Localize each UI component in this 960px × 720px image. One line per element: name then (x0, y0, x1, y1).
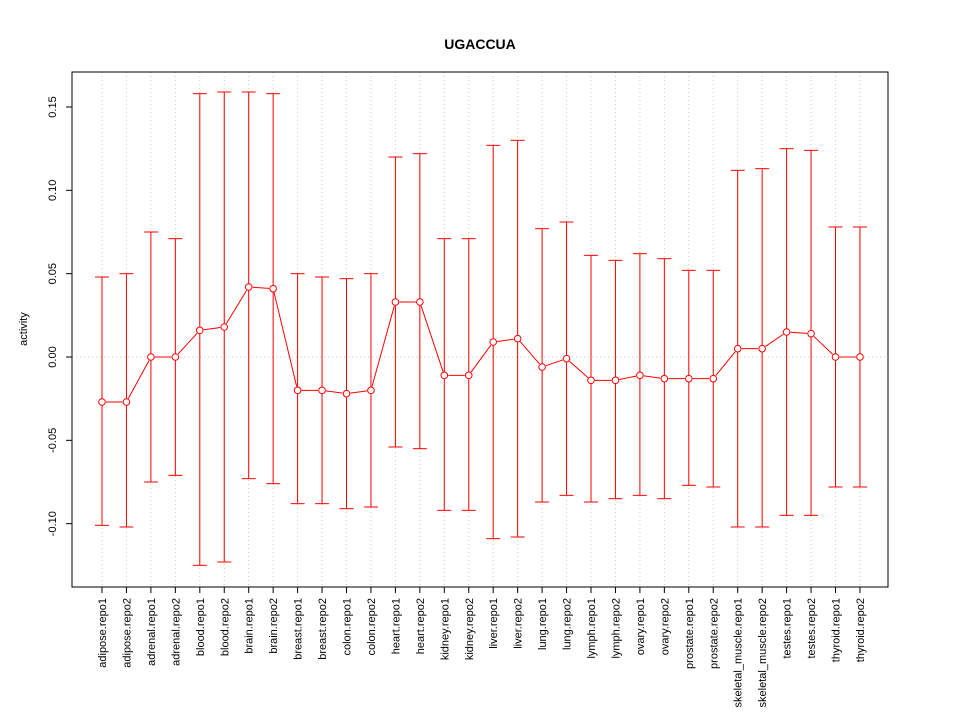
data-point (587, 376, 595, 385)
x-tick-label: thyroid.repo2 (855, 598, 867, 662)
data-point (440, 371, 449, 380)
x-tick-label: skeletal_muscle.repo1 (733, 598, 745, 707)
y-axis-label: activity (18, 312, 30, 346)
x-tick-label: brain.repo1 (244, 598, 256, 654)
series-segment (420, 305, 444, 372)
x-tick-label: lung.repo1 (537, 598, 549, 650)
x-tick-label: skeletal_muscle.repo2 (757, 598, 769, 707)
data-point (856, 353, 864, 361)
x-tick-label: adrenal.repo1 (146, 598, 158, 666)
data-point (807, 329, 815, 338)
data-point (464, 371, 473, 380)
series-segment (519, 341, 540, 365)
series-segment (371, 305, 395, 387)
y-axis: -0.10 -0.05 0.00 0.05 0.10 0.15 (47, 96, 72, 536)
series-segment (643, 375, 661, 379)
x-tick-label: testes.repo2 (806, 598, 818, 659)
data-point (269, 284, 277, 293)
data-point (416, 298, 424, 306)
data-point (709, 374, 718, 383)
series-segment (813, 336, 833, 355)
data-point (733, 344, 742, 353)
data-point (685, 374, 693, 383)
x-tick-label: heart.repo1 (390, 598, 402, 654)
x-tick-label: lymph.repo1 (586, 598, 598, 659)
x-axis: adipose.repo1 adipose.repo2 adrenal.repo1 a… (97, 587, 867, 707)
data-point (293, 386, 302, 395)
data-point (367, 386, 375, 395)
series-segment (569, 360, 589, 379)
data-point (391, 298, 400, 306)
x-tick-label: kidney.repo2 (464, 598, 476, 660)
x-tick-label: ovary.repo2 (659, 598, 671, 655)
data-point (782, 328, 791, 336)
x-tick-label: breast.repo1 (293, 598, 305, 660)
series-segment (545, 359, 563, 367)
x-tick-label: adipose.repo1 (97, 598, 109, 668)
grid-lines (72, 72, 888, 587)
x-tick-label: liver.repo2 (513, 598, 525, 649)
series-segment (497, 338, 514, 342)
data-point (244, 283, 253, 291)
data-point (342, 389, 351, 398)
series-segment (619, 375, 637, 381)
data-point (489, 338, 498, 346)
x-tick-label: breast.repo2 (317, 598, 329, 660)
x-tick-label: colon.repo2 (366, 598, 378, 656)
series-segment (325, 390, 343, 394)
data-point (538, 363, 546, 371)
x-tick-label: thyroid.repo1 (831, 598, 843, 662)
x-tick-label: ovary.repo1 (635, 598, 647, 655)
x-tick-label: heart.repo2 (415, 598, 427, 654)
data-point (147, 353, 155, 361)
data-point (611, 376, 620, 385)
series-segment (203, 327, 221, 331)
x-tick-label: adrenal.repo2 (170, 598, 182, 666)
data-point (220, 323, 229, 331)
series-segment (715, 351, 736, 376)
data-point (636, 371, 644, 380)
series-segment (765, 333, 784, 347)
x-tick-label: prostate.repo1 (684, 598, 696, 669)
data-point (196, 326, 204, 335)
y-tick-label: -0.10 (47, 511, 59, 536)
x-tick-label: colon.repo1 (342, 598, 354, 656)
plot-frame (71, 71, 889, 588)
data-point (831, 353, 840, 361)
series-segment (127, 360, 150, 399)
x-tick-label: kidney.repo1 (439, 598, 451, 660)
y-tick-label: 0.05 (47, 263, 59, 284)
chart-title: UGACCUA (444, 36, 516, 52)
series-segment (273, 292, 298, 387)
y-tick-label: 0.00 (47, 346, 59, 367)
y-tick-label: -0.05 (47, 428, 59, 453)
series-line (98, 283, 864, 406)
x-tick-label: prostate.repo2 (708, 598, 720, 669)
data-point (122, 398, 131, 406)
x-tick-label: lung.repo2 (562, 598, 574, 650)
x-tick-label: brain.repo2 (268, 598, 280, 654)
data-point (171, 353, 180, 361)
x-tick-label: testes.repo1 (782, 598, 794, 659)
data-point (660, 374, 669, 383)
data-point (758, 344, 766, 353)
series-segment (225, 290, 248, 324)
series-segment (790, 331, 808, 334)
x-tick-label: adipose.repo2 (121, 598, 133, 668)
x-tick-label: liver.repo1 (488, 598, 500, 649)
series-segment (470, 344, 492, 373)
y-tick-label: 0.15 (47, 96, 59, 117)
x-tick-label: blood.repo2 (219, 598, 231, 656)
data-point (513, 334, 522, 343)
data-point (98, 398, 106, 406)
y-tick-label: 0.10 (47, 180, 59, 201)
x-tick-label: lymph.repo2 (610, 598, 622, 659)
data-point (562, 354, 571, 363)
series-segment (350, 390, 368, 394)
x-tick-label: blood.repo1 (195, 598, 207, 656)
series-segment (252, 286, 270, 289)
data-point (318, 386, 326, 395)
series-segment (177, 332, 198, 355)
